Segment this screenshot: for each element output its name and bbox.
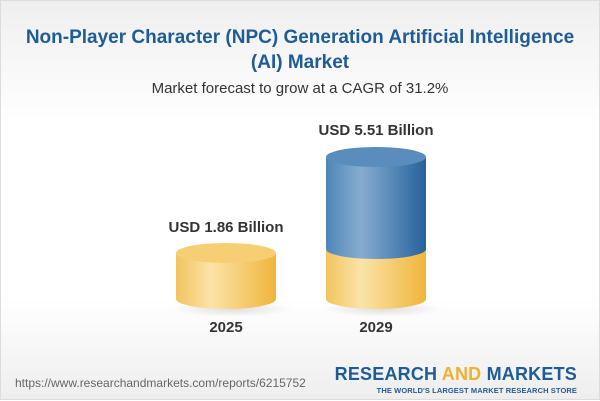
year-label-2029: 2029 (359, 319, 393, 336)
brand-logo: RESEARCH AND MARKETS THE WORLD'S LARGEST… (335, 365, 577, 395)
source-url[interactable]: https://www.researchandmarkets.com/repor… (15, 376, 306, 390)
brand-text-markets: MARKETS (481, 364, 577, 384)
bar-value-label-2025: USD 1.86 Billion (168, 219, 284, 236)
brand-tagline: THE WORLD'S LARGEST MARKET RESEARCH STOR… (376, 386, 577, 395)
brand-text-and: AND (441, 364, 482, 384)
brand-text-research: RESEARCH (334, 364, 442, 384)
bar-2025 (173, 243, 293, 317)
bar-value-label-2029: USD 5.51 Billion (318, 122, 434, 139)
bar-2029 (323, 147, 443, 317)
chart-subtitle: Market forecast to grow at a CAGR of 31.… (151, 80, 449, 97)
chart-title: Non-Player Character (NPC) Generation Ar… (25, 27, 575, 73)
year-label-2025: 2025 (209, 319, 243, 336)
